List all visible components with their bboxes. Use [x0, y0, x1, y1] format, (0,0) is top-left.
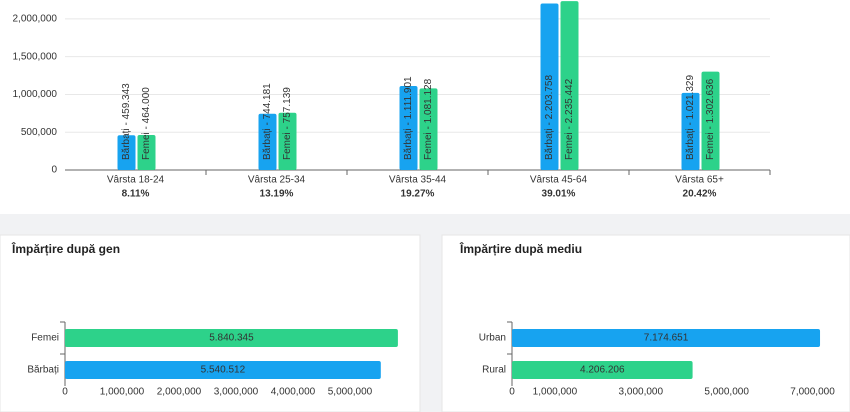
bar — [681, 92, 700, 170]
bar-label: Femei - 464.000 — [141, 87, 152, 160]
x-tick-label: 0 — [62, 387, 68, 398]
share-label: 8.11% — [122, 189, 150, 200]
x-tick-label: Vârsta 65+ — [675, 175, 724, 186]
gender-panel — [0, 234, 421, 412]
y-tick-label: Femei — [31, 333, 59, 344]
bar — [512, 329, 821, 347]
bar-label: Femei - 1.302.636 — [705, 78, 716, 160]
bar — [278, 112, 297, 170]
x-tick-label: 4,000,000 — [271, 387, 316, 398]
area-panel — [441, 234, 850, 412]
y-tick-label: Rural — [482, 365, 506, 376]
bar — [137, 134, 156, 170]
x-tick-label: Vârsta 18-24 — [107, 175, 165, 186]
x-tick-label: 2,000,000 — [157, 387, 202, 398]
share-label: 20.42% — [683, 189, 717, 200]
bar-label: 5.840.345 — [209, 333, 254, 344]
bar — [65, 361, 381, 379]
bar — [560, 1, 579, 170]
bar-label: Femei - 2.235.442 — [564, 78, 575, 160]
bar-label: 5.540.512 — [201, 365, 246, 376]
bar-label: Bărbați - 744.181 — [262, 83, 273, 160]
x-tick-label: Vârsta 45-64 — [530, 175, 588, 186]
y-tick-label: 500,000 — [21, 127, 58, 138]
panel-title: Împărțire după mediu — [459, 241, 582, 256]
y-tick-label: 1,000,000 — [13, 89, 58, 100]
bar — [701, 71, 720, 170]
y-tick-label: Urban — [479, 333, 506, 344]
x-tick-label: 5,000,000 — [704, 387, 749, 398]
bar-label: Bărbați - 1.021.329 — [685, 75, 696, 160]
x-tick-label: Vârsta 35-44 — [389, 175, 447, 186]
y-tick-label: 2,000,000 — [13, 14, 58, 25]
x-tick-label: 3,000,000 — [214, 387, 259, 398]
bar-label: Bărbați - 2.203.758 — [544, 75, 555, 160]
x-tick-label: 5,000,000 — [328, 387, 373, 398]
y-tick-label: 1,500,000 — [13, 51, 58, 62]
bar — [540, 3, 559, 171]
x-tick-label: 1,000,000 — [100, 387, 145, 398]
y-tick-label: 0 — [51, 165, 57, 176]
x-tick-label: 0 — [509, 387, 515, 398]
bar — [512, 361, 693, 379]
panel-title: Împărțire după gen — [11, 241, 120, 256]
bar — [419, 88, 438, 170]
bar — [65, 329, 398, 347]
share-label: 39.01% — [542, 189, 576, 200]
bar-label: Bărbați - 459.343 — [121, 83, 132, 160]
bar — [399, 85, 418, 170]
x-tick-label: Vârsta 25-34 — [248, 175, 306, 186]
bar — [258, 113, 277, 170]
bar-label: Bărbați - 1.111.901 — [403, 76, 414, 160]
x-tick-label: 7,000,000 — [790, 387, 835, 398]
bar-label: 7.174.651 — [644, 333, 689, 344]
share-label: 13.19% — [260, 189, 294, 200]
share-label: 19.27% — [401, 189, 435, 200]
bar-label: Femei - 757.139 — [282, 87, 293, 160]
bar-label: 4.206.206 — [580, 365, 625, 376]
x-tick-label: 1,000,000 — [533, 387, 578, 398]
y-tick-label: Bărbați — [27, 365, 59, 376]
bar — [117, 135, 136, 170]
x-tick-label: 3,000,000 — [619, 387, 664, 398]
bar-label: Femei - 1.081.128 — [423, 78, 434, 160]
